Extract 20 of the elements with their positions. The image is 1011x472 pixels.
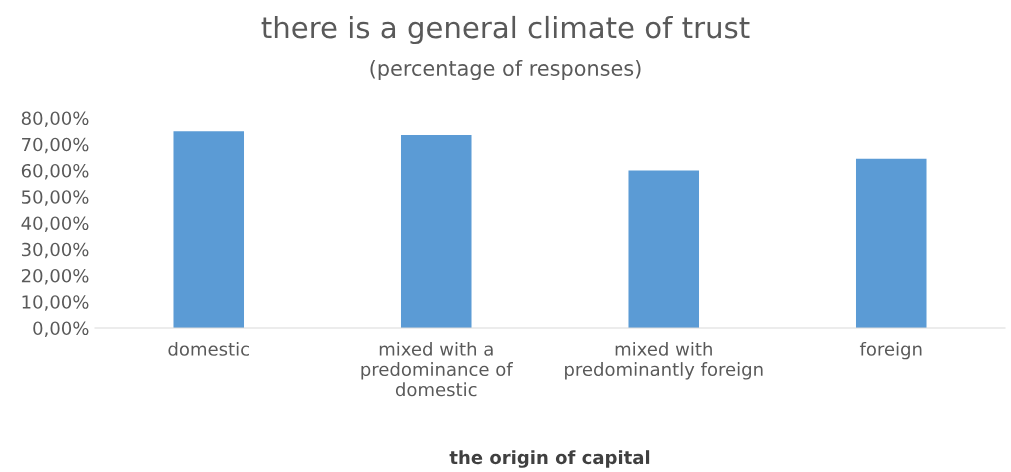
y-tick-label: 0,00%	[33, 321, 89, 337]
y-tick-label: 40,00%	[21, 216, 89, 232]
bar	[400, 135, 472, 328]
y-tick-label: 20,00%	[21, 268, 89, 285]
y-tick-label: 70,00%	[22, 137, 89, 154]
chart-title: there is a general climate of trust	[261, 15, 750, 45]
x-tick-label: domestic	[168, 341, 249, 356]
x-tick-label: mixed with predominantly foreign	[565, 341, 763, 380]
bar	[173, 131, 245, 328]
bar	[628, 170, 700, 328]
y-tick-label: 60,00%	[21, 163, 89, 180]
y-tick-label: 50,00%	[21, 190, 89, 206]
y-tick-label: 10,00%	[22, 295, 89, 311]
chart-subtitle: (percentage of responses)	[370, 59, 641, 81]
x-axis-title: the origin of capital	[449, 450, 650, 468]
bar	[855, 158, 927, 328]
x-tick-label: mixed with a predominance of domestic	[361, 341, 514, 397]
y-tick-label: 30,00%	[21, 242, 89, 259]
x-tick-label: foreign	[859, 341, 922, 360]
y-tick-label: 80,00%	[21, 111, 89, 127]
